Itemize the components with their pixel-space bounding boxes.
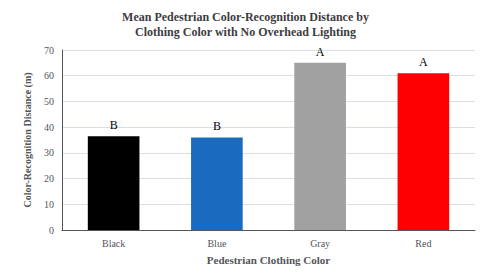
svg-text:50: 50	[44, 96, 54, 107]
svg-text:Gray: Gray	[310, 238, 330, 249]
svg-text:40: 40	[44, 122, 54, 133]
svg-text:Color-Recognition Distance (m): Color-Recognition Distance (m)	[22, 72, 34, 207]
svg-text:0: 0	[49, 225, 54, 236]
svg-text:Blue: Blue	[207, 238, 226, 249]
svg-text:A: A	[316, 45, 325, 59]
svg-text:30: 30	[44, 147, 54, 158]
svg-text:Pedestrian Clothing Color: Pedestrian Clothing Color	[207, 254, 331, 266]
svg-text:20: 20	[44, 173, 54, 184]
svg-text:70: 70	[44, 45, 54, 56]
svg-text:Red: Red	[415, 238, 431, 249]
svg-text:B: B	[213, 119, 221, 133]
svg-text:10: 10	[44, 199, 54, 210]
svg-text:B: B	[110, 118, 118, 132]
svg-text:A: A	[419, 55, 428, 69]
svg-text:Clothing Color with No Overhea: Clothing Color with No Overhead Lighting	[135, 25, 356, 39]
svg-text:60: 60	[44, 70, 54, 81]
svg-text:Mean Pedestrian Color-Recognit: Mean Pedestrian Color-Recognition Distan…	[122, 10, 369, 24]
svg-text:Black: Black	[102, 238, 125, 249]
